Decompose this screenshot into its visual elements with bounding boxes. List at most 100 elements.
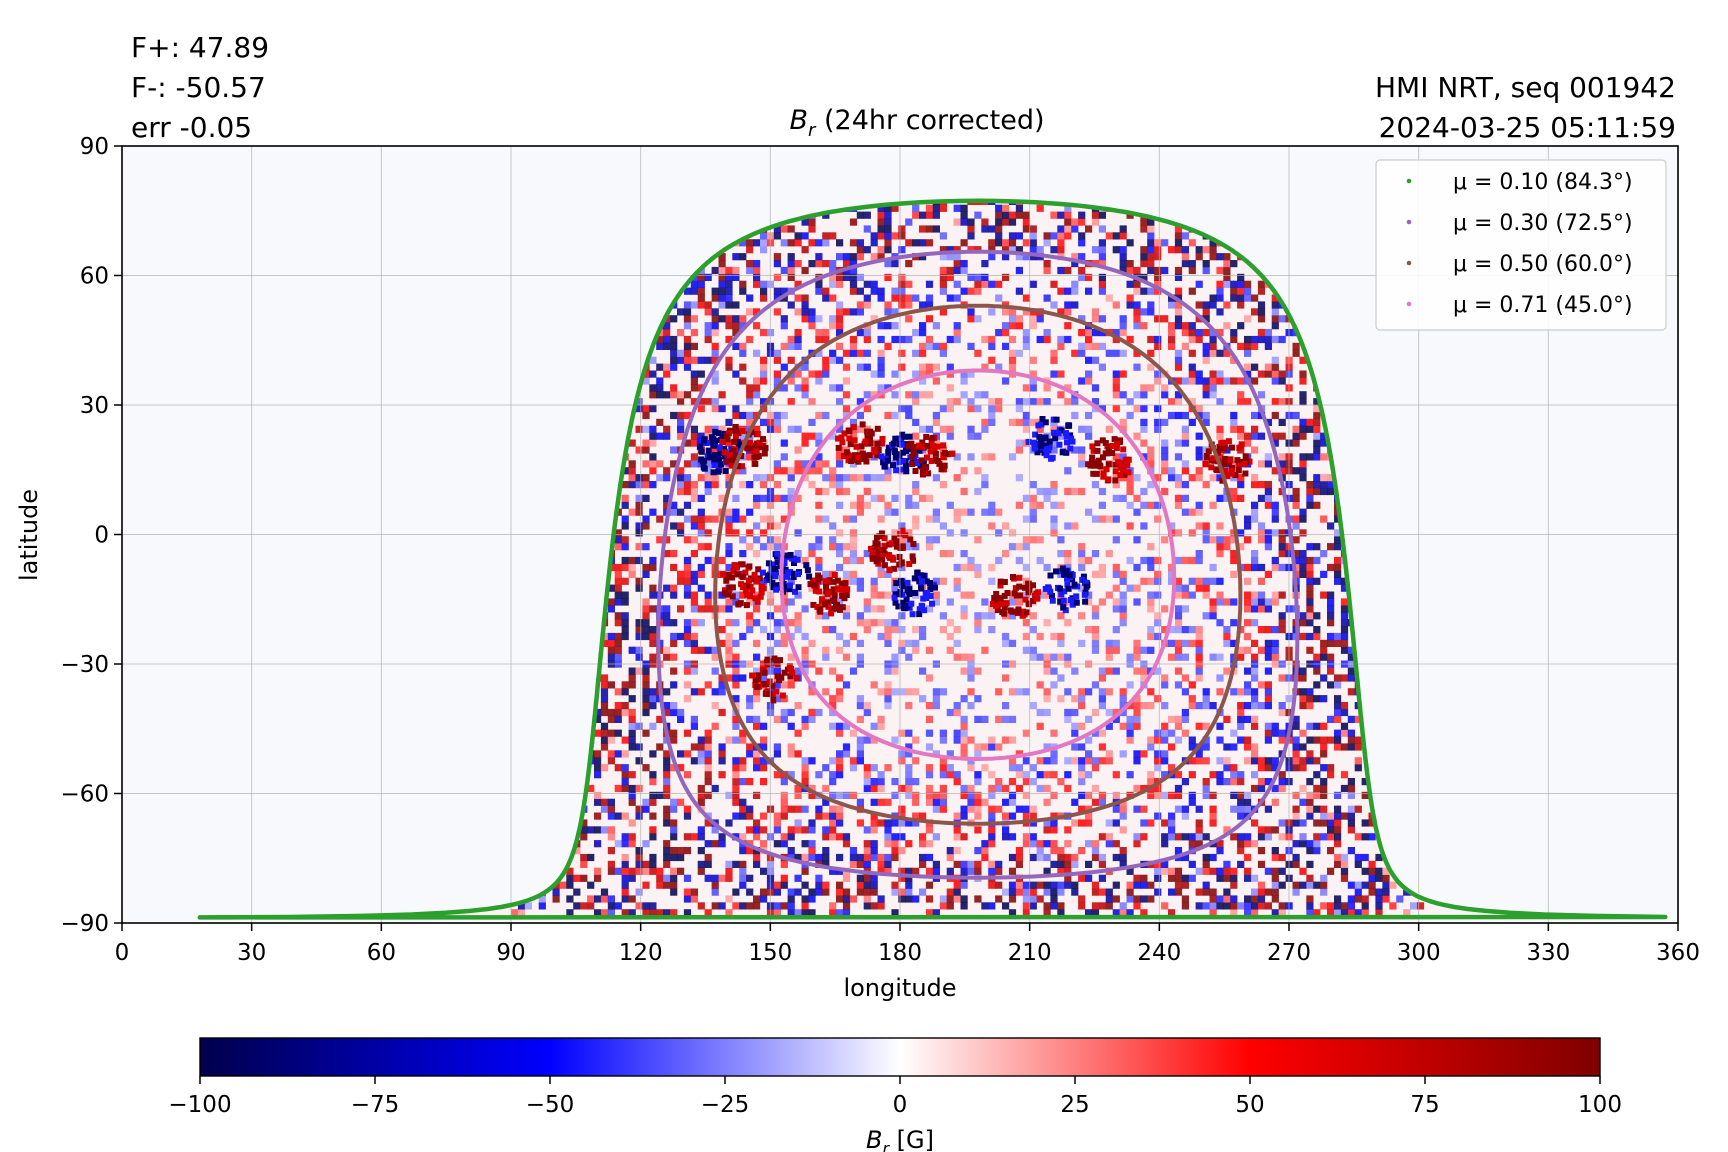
region-pixel bbox=[1042, 442, 1049, 449]
region-pixel bbox=[1224, 473, 1231, 480]
region-pixel bbox=[1082, 598, 1089, 605]
region-pixel bbox=[1014, 609, 1021, 616]
region-pixel bbox=[905, 443, 912, 450]
region-pixel bbox=[812, 587, 819, 594]
region-pixel bbox=[1001, 592, 1008, 599]
legend: μ = 0.10 (84.3°) μ = 0.30 (72.5°) μ = 0.50… bbox=[1375, 159, 1667, 331]
region-pixel bbox=[761, 681, 768, 688]
region-pixel bbox=[815, 572, 822, 579]
region-pixel bbox=[867, 440, 874, 447]
region-pixel bbox=[738, 581, 745, 588]
region-pixel bbox=[880, 459, 887, 466]
region-pixel bbox=[739, 428, 746, 435]
region-pixel bbox=[838, 580, 845, 587]
x-tick-label: 120 bbox=[619, 940, 663, 966]
region-pixel bbox=[701, 465, 708, 472]
region-pixel bbox=[997, 601, 1004, 608]
region-pixel bbox=[787, 582, 793, 589]
region-pixel bbox=[766, 690, 773, 697]
y-axis-label: latitude bbox=[15, 489, 43, 581]
region-pixel bbox=[791, 555, 797, 562]
region-pixel bbox=[1058, 427, 1065, 434]
region-pixel bbox=[746, 563, 753, 570]
region-pixel bbox=[929, 435, 936, 442]
region-pixel bbox=[752, 595, 759, 602]
region-pixel bbox=[909, 553, 916, 560]
region-pixel bbox=[1205, 448, 1212, 455]
region-pixel bbox=[909, 611, 916, 618]
x-tick-label: 270 bbox=[1267, 940, 1311, 966]
region-pixel bbox=[1119, 467, 1126, 474]
stat-fplus: F+: 47.89 bbox=[131, 31, 269, 64]
region-pixel bbox=[1228, 470, 1235, 477]
region-pixel bbox=[1062, 607, 1069, 614]
region-pixel bbox=[1043, 452, 1050, 459]
region-pixel bbox=[772, 565, 778, 572]
region-pixel bbox=[876, 547, 883, 553]
region-pixel bbox=[710, 436, 717, 443]
x-tick-label: 60 bbox=[367, 940, 396, 966]
colorbar bbox=[199, 1037, 1601, 1077]
region-pixel bbox=[1106, 447, 1112, 453]
region-pixel bbox=[1100, 470, 1107, 477]
region-pixel bbox=[1236, 445, 1243, 451]
region-pixel bbox=[807, 581, 814, 588]
region-pixel bbox=[773, 569, 779, 576]
region-pixel bbox=[916, 611, 923, 618]
region-pixel bbox=[878, 551, 885, 558]
region-pixel bbox=[1091, 462, 1098, 469]
region-pixel bbox=[923, 433, 930, 440]
region-pixel bbox=[775, 582, 782, 589]
region-pixel bbox=[760, 585, 767, 592]
region-pixel bbox=[899, 591, 906, 598]
region-pixel bbox=[885, 449, 892, 455]
region-pixel bbox=[881, 463, 888, 470]
x-tick-label: 240 bbox=[1137, 940, 1181, 966]
x-tick-label: 300 bbox=[1397, 940, 1441, 966]
region-pixel bbox=[1047, 588, 1054, 595]
region-pixel bbox=[997, 582, 1004, 589]
region-pixel bbox=[1235, 461, 1242, 468]
region-pixel bbox=[747, 439, 753, 446]
x-axis-label: longitude bbox=[843, 974, 956, 1002]
region-pixel bbox=[892, 435, 899, 442]
region-pixel bbox=[881, 562, 888, 569]
region-pixel bbox=[919, 443, 926, 450]
region-pixel bbox=[1007, 607, 1014, 614]
region-pixel bbox=[756, 439, 763, 446]
region-pixel bbox=[715, 430, 722, 437]
region-pixel bbox=[834, 585, 841, 592]
region-pixel bbox=[754, 683, 761, 690]
region-pixel bbox=[1090, 447, 1097, 454]
region-pixel bbox=[705, 447, 712, 454]
region-pixel bbox=[918, 585, 925, 592]
region-pixel bbox=[1111, 436, 1118, 443]
region-pixel bbox=[911, 575, 918, 582]
region-pixel bbox=[1202, 460, 1209, 467]
region-pixel bbox=[1113, 445, 1120, 451]
region-pixel bbox=[927, 586, 934, 593]
region-pixel bbox=[816, 606, 823, 613]
region-pixel bbox=[1109, 450, 1116, 456]
region-pixel bbox=[903, 463, 909, 470]
region-pixel bbox=[1017, 592, 1024, 599]
region-pixel bbox=[841, 430, 848, 437]
region-pixel bbox=[899, 582, 905, 589]
region-pixel bbox=[1022, 596, 1029, 603]
region-pixel bbox=[777, 657, 783, 664]
region-pixel bbox=[993, 591, 1000, 597]
region-pixel bbox=[846, 435, 853, 442]
region-pixel bbox=[935, 458, 941, 464]
region-pixel bbox=[903, 596, 910, 603]
region-pixel bbox=[891, 594, 898, 601]
region-pixel bbox=[1064, 581, 1071, 588]
region-pixel bbox=[920, 572, 927, 579]
region-pixel bbox=[734, 463, 741, 470]
region-pixel bbox=[813, 578, 820, 585]
region-pixel bbox=[1089, 454, 1096, 461]
region-pixel bbox=[719, 438, 726, 445]
region-pixel bbox=[1063, 433, 1070, 440]
region-pixel bbox=[1105, 476, 1112, 483]
region-pixel bbox=[728, 462, 735, 469]
region-pixel bbox=[901, 433, 908, 440]
